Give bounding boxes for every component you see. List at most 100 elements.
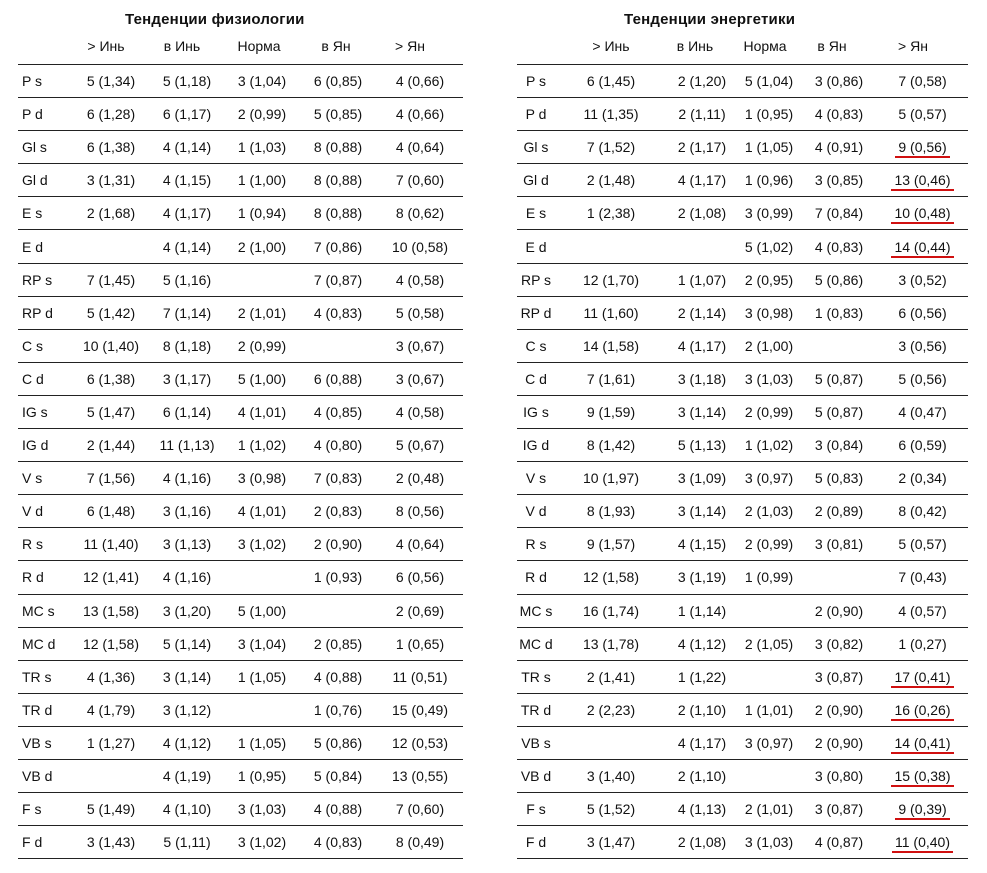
- table-cell: 1 (0,95): [744, 106, 794, 123]
- row-label: TR d: [22, 701, 53, 718]
- table-cell: 5 (1,11): [163, 834, 211, 851]
- physiology-table-row: F s 5 (1,49) 4 (1,10) 3 (1,03) 4 (0,88) 7 (0,…: [18, 792, 463, 826]
- table-cell: [225, 561, 299, 594]
- table-cell: 3 (1,04): [237, 635, 287, 652]
- table-cell: 1 (0,99): [744, 569, 794, 586]
- table-cell: 6 (1,14): [162, 403, 212, 420]
- physiology-table-row: MC s 13 (1,58) 3 (1,20) 5 (1,00) 2 (0,69): [18, 594, 463, 627]
- row-label: VB s: [521, 734, 551, 751]
- table-cell: 12 (1,58): [82, 635, 140, 652]
- table-cell: 1 (0,65): [395, 635, 445, 652]
- physiology-table-row: IG s 5 (1,47) 6 (1,14) 4 (1,01) 4 (0,85) 4 (0…: [18, 395, 463, 428]
- physiology-table: P s 5 (1,34) 5 (1,18) 3 (1,04) 6 (0,85) 4 (0,…: [18, 64, 463, 859]
- physiology-table-row: E d 4 (1,14) 2 (1,00) 7 (0,86) 10 (0,58): [18, 229, 463, 263]
- row-label: R d: [525, 569, 547, 586]
- row-label: RP d: [22, 304, 53, 321]
- table-cell: 2 (1,00): [744, 337, 794, 354]
- physiology-table-row: C d 6 (1,38) 3 (1,17) 5 (1,00) 6 (0,88) 3 (0,…: [18, 362, 463, 395]
- table-cell: 3 (1,40): [586, 768, 636, 785]
- table-cell: 4 (0,80): [313, 437, 363, 454]
- table-cell: 6 (1,17): [162, 106, 212, 123]
- table-cell: 1 (1,02): [744, 437, 794, 454]
- table-cell: 4 (1,14): [162, 238, 212, 255]
- row-label: R d: [22, 569, 44, 586]
- row-label: P d: [525, 106, 547, 123]
- row-label: R s: [525, 536, 547, 553]
- row-label: VB s: [22, 734, 52, 751]
- row-label: MC d: [22, 635, 56, 652]
- table-cell: 10 (0,48): [877, 197, 968, 230]
- table-cell: 17 (0,41): [877, 660, 968, 693]
- table-cell: 4 (0,66): [395, 73, 445, 90]
- table-cell: 2 (1,00): [237, 238, 287, 255]
- table-cell: 5 (1,00): [237, 370, 287, 387]
- table-cell: 8 (1,93): [586, 503, 636, 520]
- highlighted-value: 16 (0,26): [891, 701, 954, 721]
- table-cell: 8 (0,49): [395, 834, 445, 851]
- table-cell: 2 (1,68): [86, 205, 136, 222]
- table-cell: [801, 561, 877, 594]
- physiology-table-row: IG d 2 (1,44) 11 (1,13) 1 (1,02) 4 (0,80) 5 (…: [18, 428, 463, 462]
- table-cell: 5 (0,86): [313, 734, 363, 751]
- table-cell: 5 (0,86): [814, 271, 864, 288]
- table-cell: 3 (0,86): [814, 73, 864, 90]
- row-label: E d: [22, 238, 44, 255]
- table-cell: 1 (1,14): [677, 602, 727, 619]
- table-cell: [225, 693, 299, 726]
- physiology-table-row: Gl s 6 (1,38) 4 (1,14) 1 (1,03) 8 (0,88) 4 (0…: [18, 130, 463, 164]
- table-cell: 3 (0,97): [744, 734, 794, 751]
- table-cell: 3 (0,87): [814, 668, 864, 685]
- physiology-table-row: TR d 4 (1,79) 3 (1,12) 1 (0,76) 15 (0,49): [18, 693, 463, 726]
- table-cell: 3 (0,97): [744, 470, 794, 487]
- table-cell: 3 (1,31): [86, 172, 136, 189]
- energy-table-row: IG d 8 (1,42) 5 (1,13) 1 (1,02) 3 (0,84) 6 (0…: [517, 428, 968, 462]
- table-cell: 5 (1,00): [237, 602, 287, 619]
- table-cell: 14 (0,41): [877, 726, 968, 759]
- table-cell: 7 (1,45): [86, 271, 136, 288]
- row-label: V d: [525, 503, 547, 520]
- table-cell: 2 (1,08): [677, 205, 727, 222]
- row-label: MC d: [519, 635, 553, 652]
- table-cell: 5 (1,18): [162, 73, 212, 90]
- table-cell: 4 (0,88): [313, 668, 363, 685]
- table-cell: 2 (1,44): [86, 437, 136, 454]
- row-label: IG s: [523, 403, 549, 420]
- table-cell: [555, 726, 667, 759]
- energy-table: P s 6 (1,45) 2 (1,20) 5 (1,04) 3 (0,86) 7 (0,…: [517, 64, 968, 859]
- table-cell: 7 (0,83): [313, 470, 363, 487]
- row-label: IG s: [22, 403, 48, 420]
- table-cell: [299, 329, 377, 362]
- table-cell: 14 (0,44): [877, 230, 968, 263]
- energy-table-row: R s 9 (1,57) 4 (1,15) 2 (0,99) 3 (0,81) 5 (0,…: [517, 527, 968, 561]
- highlighted-value: 11 (0,40): [892, 834, 953, 854]
- table-cell: 7 (0,86): [313, 238, 363, 255]
- table-cell: 6 (0,59): [898, 437, 947, 454]
- row-label: RP s: [520, 271, 552, 288]
- table-cell: 4 (1,17): [677, 337, 727, 354]
- table-cell: 5 (0,57): [898, 106, 947, 123]
- table-cell: 12 (1,58): [582, 569, 640, 586]
- row-label: F s: [22, 801, 42, 818]
- table-cell: 3 (1,04): [237, 73, 287, 90]
- physiology-table-body: P s 5 (1,34) 5 (1,18) 3 (1,04) 6 (0,85) 4 (0,…: [18, 64, 463, 859]
- energy-column-headers: > Инь в Инь Норма в Ян > Ян: [517, 38, 968, 58]
- table-cell: 3 (0,84): [814, 437, 864, 454]
- table-cell: 5 (0,67): [395, 437, 445, 454]
- table-cell: 11 (0,51): [392, 668, 448, 685]
- highlighted-value: 13 (0,46): [891, 172, 954, 192]
- col-header-more-yin: > Инь: [592, 38, 630, 54]
- col-header-more-yin: > Инь: [87, 38, 125, 54]
- highlighted-value: 17 (0,41): [891, 668, 954, 688]
- table-cell: 4 (0,64): [395, 536, 445, 553]
- table-cell: 3 (0,98): [744, 304, 794, 321]
- energy-table-row: V d 8 (1,93) 3 (1,14) 2 (1,03) 2 (0,89) 8 (0,…: [517, 494, 968, 528]
- table-cell: 4 (0,83): [814, 106, 864, 123]
- table-cell: 4 (1,12): [677, 635, 727, 652]
- physiology-title: Тенденции физиологии: [125, 11, 305, 28]
- table-cell: 7 (0,43): [898, 569, 947, 586]
- table-cell: 2 (0,90): [814, 701, 864, 718]
- energy-table-row: E s 1 (2,38) 2 (1,08) 3 (0,99) 7 (0,84) 10 (0…: [517, 196, 968, 230]
- highlighted-value: 15 (0,38): [891, 768, 954, 788]
- table-cell: 6 (1,48): [86, 503, 136, 520]
- table-cell: 2 (1,48): [586, 172, 636, 189]
